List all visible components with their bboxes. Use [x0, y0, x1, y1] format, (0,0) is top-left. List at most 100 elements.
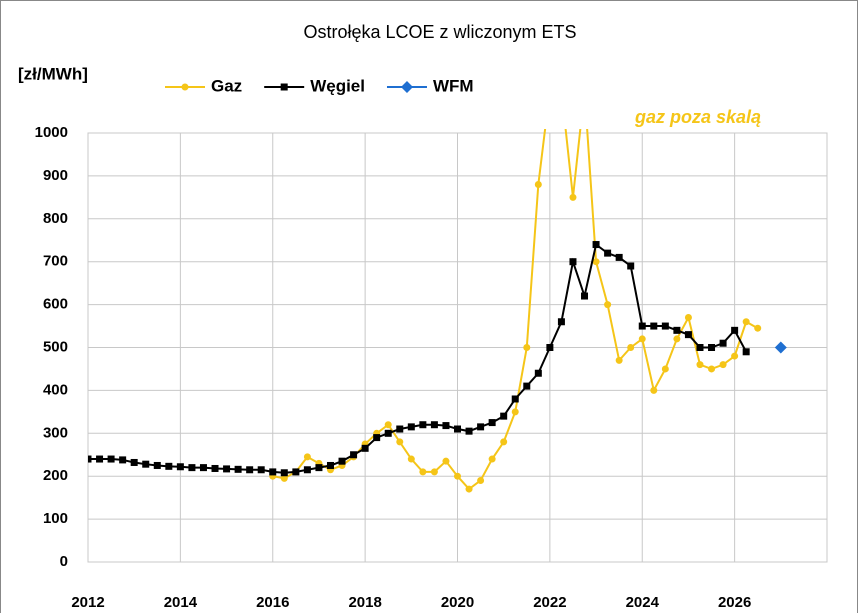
y-tick-label: 100 [43, 510, 68, 527]
marker [638, 335, 646, 343]
marker [326, 461, 334, 469]
marker [454, 425, 461, 433]
marker [396, 438, 404, 446]
x-tick-label: 2020 [441, 594, 474, 611]
marker [234, 465, 242, 473]
marker [673, 326, 681, 334]
marker [96, 455, 104, 463]
y-axis-label: [zł/MWh] [18, 64, 88, 83]
marker [246, 466, 254, 474]
legend-marker [400, 81, 413, 93]
x-tick-label: 2014 [164, 594, 198, 611]
marker [257, 466, 265, 474]
marker [350, 451, 358, 459]
marker [615, 253, 623, 261]
y-tick-label: 600 [43, 296, 68, 313]
plot-frame [87, 132, 828, 563]
y-tick-label: 900 [43, 167, 68, 184]
y-tick-label: 200 [43, 467, 68, 484]
marker [673, 335, 681, 343]
legend-marker [280, 83, 288, 91]
marker [684, 313, 692, 321]
marker [615, 356, 623, 364]
marker [661, 322, 669, 330]
marker [188, 464, 196, 472]
marker [442, 457, 450, 465]
legend-label: WFM [433, 76, 474, 95]
marker [500, 412, 508, 420]
marker [742, 348, 750, 356]
marker [661, 365, 669, 373]
marker [742, 318, 750, 326]
marker [176, 463, 184, 471]
marker [627, 344, 635, 351]
marker [303, 466, 311, 474]
marker [88, 455, 92, 463]
marker [165, 462, 173, 470]
marker [511, 408, 519, 416]
marker [430, 421, 438, 429]
y-tick-label: 300 [43, 424, 68, 441]
x-tick-label: 2022 [533, 594, 566, 611]
marker [419, 421, 427, 429]
marker [477, 476, 485, 484]
marker [269, 468, 277, 476]
marker [384, 421, 392, 429]
plot-area [88, 129, 787, 493]
marker [419, 468, 427, 476]
y-tick-label: 700 [43, 253, 68, 270]
marker [292, 468, 300, 476]
marker [223, 465, 231, 473]
marker [303, 453, 311, 461]
legend-label: Gaz [211, 76, 242, 95]
y-tick-label: 800 [43, 210, 68, 227]
marker [488, 419, 496, 427]
marker [627, 262, 635, 270]
marker [708, 344, 716, 351]
marker [199, 464, 207, 472]
series-line [88, 242, 748, 474]
marker [774, 341, 787, 354]
marker [731, 326, 739, 334]
marker [546, 344, 554, 351]
marker [500, 438, 508, 446]
x-tick-label: 2026 [718, 594, 751, 611]
y-tick-label: 500 [43, 338, 68, 355]
marker [569, 258, 577, 266]
marker [731, 352, 739, 360]
marker [430, 468, 438, 476]
marker [315, 464, 323, 472]
x-tick-label: 2016 [256, 594, 289, 611]
marker [650, 386, 658, 394]
marker [488, 455, 496, 463]
marker [442, 422, 450, 430]
marker [465, 485, 473, 493]
marker [557, 318, 565, 326]
marker [211, 464, 219, 472]
marker [592, 241, 600, 249]
marker [719, 361, 727, 369]
marker [754, 324, 762, 332]
marker [534, 180, 542, 188]
marker [604, 301, 612, 309]
marker [142, 460, 150, 468]
marker [650, 322, 658, 330]
marker [523, 382, 531, 390]
marker [384, 429, 392, 437]
marker [361, 444, 369, 452]
marker [511, 395, 519, 403]
marker [719, 339, 727, 347]
marker [454, 472, 461, 480]
legend-label: Węgiel [310, 76, 365, 95]
marker [569, 193, 577, 201]
x-tick-label: 2018 [348, 594, 381, 611]
y-tick-label: 1000 [35, 124, 68, 141]
marker [153, 461, 161, 469]
marker [592, 258, 600, 266]
marker [373, 434, 381, 442]
marker [465, 427, 473, 435]
marker [407, 423, 415, 431]
marker [338, 457, 346, 465]
marker [280, 469, 288, 477]
